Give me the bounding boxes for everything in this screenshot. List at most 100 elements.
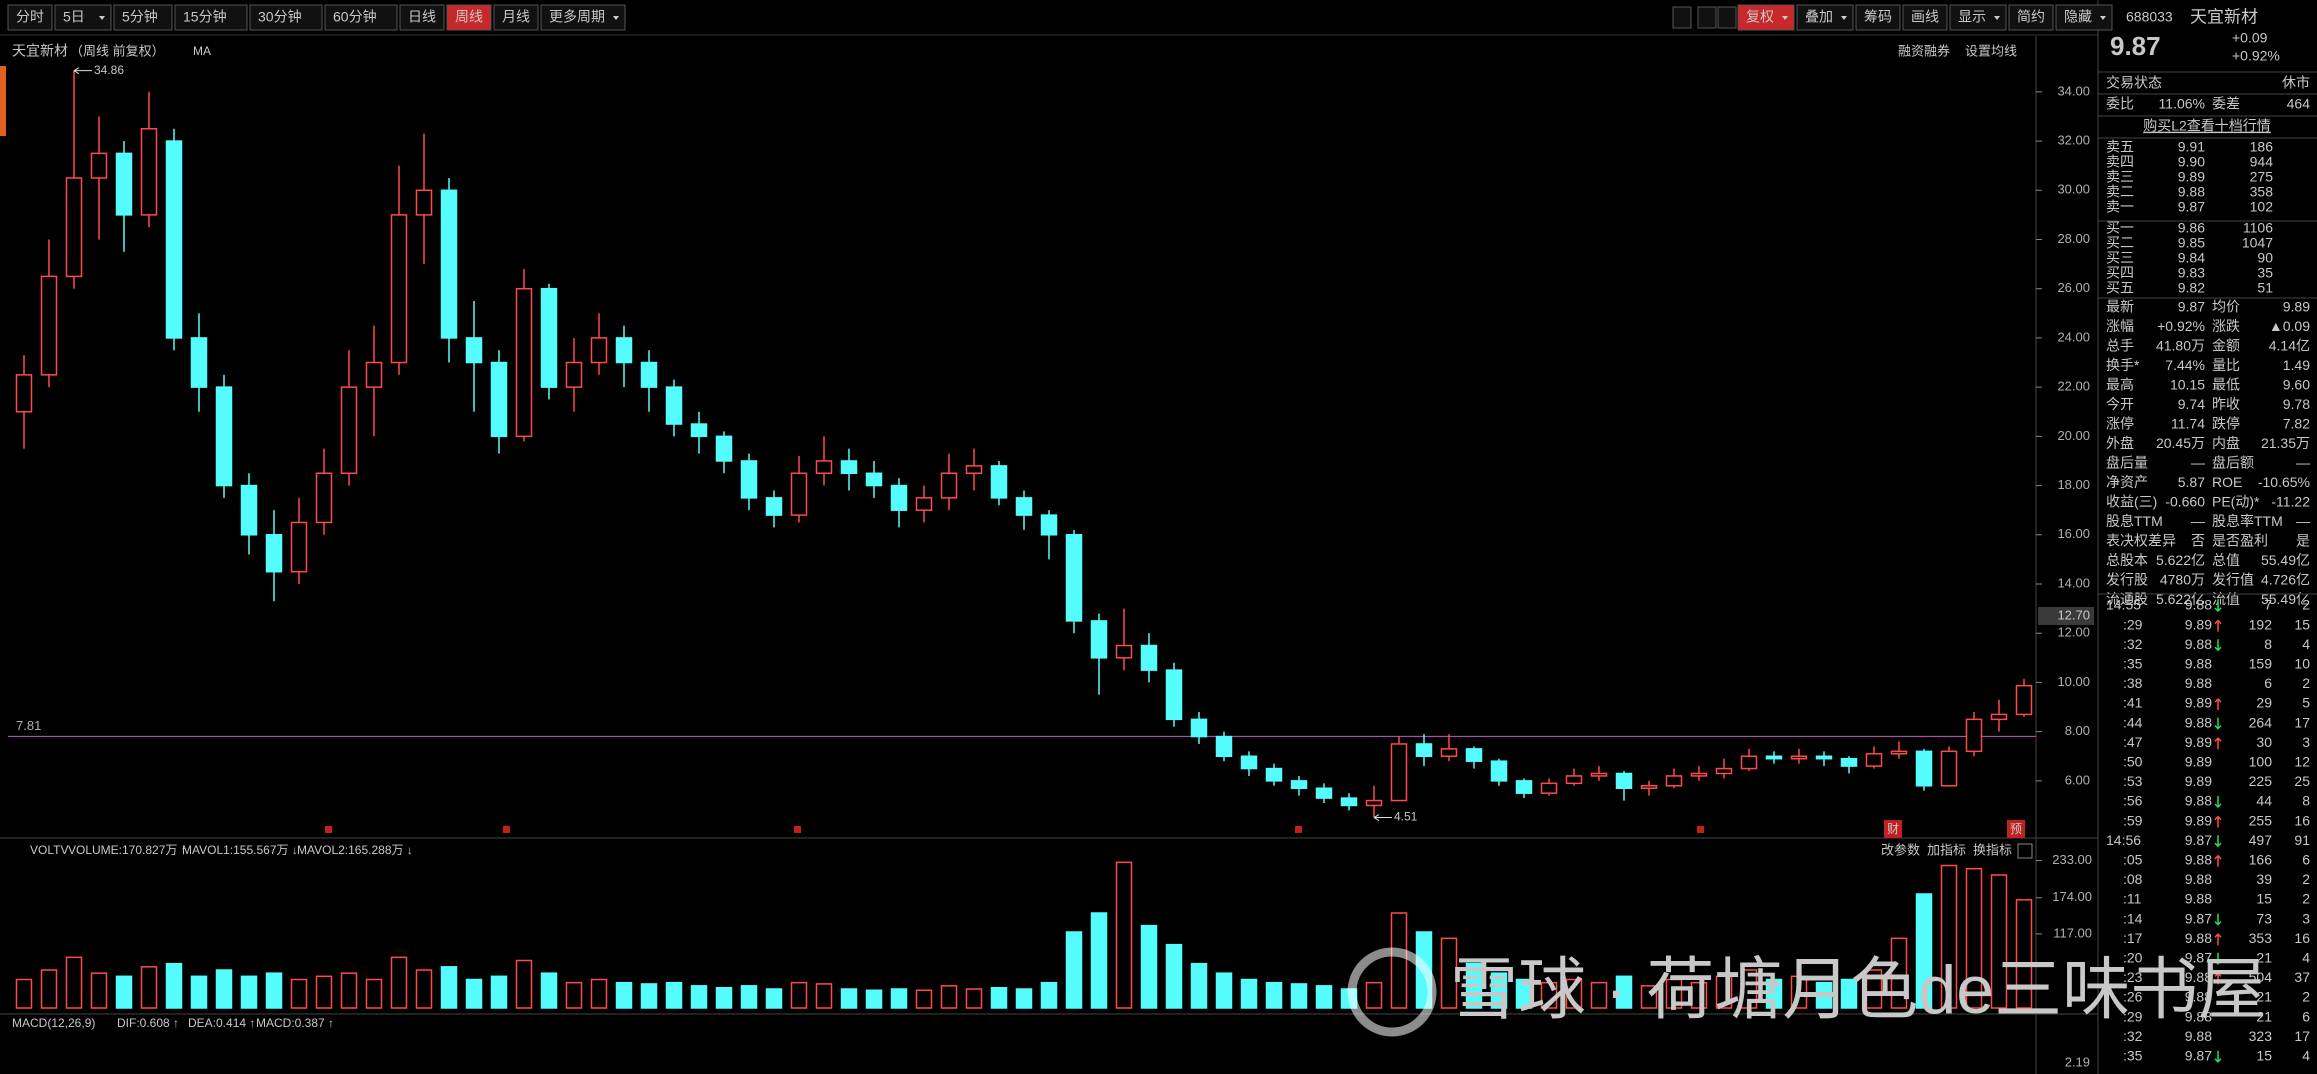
ask-price: 9.87 xyxy=(2178,199,2205,215)
volume-bar xyxy=(1740,969,1758,1009)
indicator-link[interactable]: 换指标 xyxy=(1973,842,2012,857)
ask-price: 9.90 xyxy=(2178,154,2205,170)
tick-count: 37 xyxy=(2294,969,2310,985)
ratio-value: 11.06% xyxy=(2159,96,2205,112)
tool-button[interactable] xyxy=(1902,4,1948,31)
tick-count: 2 xyxy=(2302,597,2310,613)
volume-bar xyxy=(90,972,108,1009)
indicator-legend: MAVOL2:165.288万 ↓ xyxy=(297,843,413,857)
candle-body xyxy=(940,472,958,499)
cursor-price-box xyxy=(2038,606,2094,625)
candle-body xyxy=(1090,620,1108,659)
period-button[interactable] xyxy=(324,4,398,31)
stat-value: 20.45万 xyxy=(2156,435,2205,451)
bid-price: 9.83 xyxy=(2178,265,2205,281)
candle-body xyxy=(665,386,683,425)
candle-body xyxy=(865,472,883,487)
volume-bar xyxy=(615,981,633,1009)
event-marker[interactable] xyxy=(1697,826,1704,833)
candle-body xyxy=(315,472,333,524)
volume-bar xyxy=(490,975,508,1009)
tick-count: 5 xyxy=(2302,695,2310,711)
tool-button[interactable] xyxy=(2008,4,2054,31)
period-button[interactable] xyxy=(540,4,626,31)
event-marker[interactable] xyxy=(794,826,801,833)
tick-arrow xyxy=(2214,717,2222,730)
tick-count: 2 xyxy=(2302,891,2310,907)
volume-bar xyxy=(1365,981,1383,1009)
tick-price: 9.88 xyxy=(2185,930,2212,946)
volume-bar xyxy=(1190,962,1208,1009)
period-button[interactable] xyxy=(493,4,539,31)
candle-body xyxy=(890,484,908,511)
volume-bar xyxy=(1965,867,1983,1009)
tick-price: 9.88 xyxy=(2185,852,2212,868)
margin-link[interactable]: 融资融券 xyxy=(1898,43,1950,58)
period-button[interactable] xyxy=(249,4,323,31)
tick-arrow xyxy=(2214,972,2222,985)
period-button[interactable] xyxy=(174,4,248,31)
bid-volume: 1106 xyxy=(2243,220,2273,236)
stat-label: ROE xyxy=(2212,474,2242,490)
l2-link[interactable]: 购买L2查看十档行情 xyxy=(2143,118,2271,134)
stock-code: 688033 xyxy=(2126,9,2173,25)
stat-label: 盘后量 xyxy=(2106,455,2148,471)
period-button[interactable] xyxy=(113,4,173,31)
stat-label: 总股本 xyxy=(2106,552,2148,568)
side-tab[interactable] xyxy=(0,66,6,136)
stat-value: 41.80万 xyxy=(2156,338,2205,354)
period-button[interactable] xyxy=(446,4,492,31)
volume-bar xyxy=(1590,981,1608,1009)
stock-name: 天宜新材 xyxy=(2190,7,2258,26)
volume-bar xyxy=(365,978,383,1009)
tool-button[interactable] xyxy=(1855,4,1901,31)
period-button[interactable] xyxy=(7,4,53,31)
tool-icon[interactable] xyxy=(1672,6,1692,29)
indicator-link[interactable]: 加指标 xyxy=(1927,842,1966,857)
close-indicator[interactable] xyxy=(2017,843,2033,859)
event-box[interactable] xyxy=(1884,820,1902,838)
candle-body xyxy=(1590,772,1608,777)
tick-price: 9.89 xyxy=(2185,695,2212,711)
candle-body xyxy=(265,534,283,573)
price-pct: +0.92% xyxy=(2232,48,2280,64)
event-marker[interactable] xyxy=(503,826,510,833)
indicator-title: MACD(12,26,9) xyxy=(12,1016,95,1030)
tool-icon[interactable] xyxy=(1697,6,1717,29)
volume-bar xyxy=(1240,978,1258,1009)
stat-label: 涨跌 xyxy=(2212,318,2240,334)
tick-time: :35 xyxy=(2123,1048,2143,1064)
stat-label: 今开 xyxy=(2106,396,2134,412)
reference-label: 7.81 xyxy=(16,718,41,733)
volume-bar xyxy=(740,985,758,1009)
period-button[interactable] xyxy=(399,4,445,31)
volume-bar xyxy=(1615,975,1633,1009)
event-marker[interactable] xyxy=(325,826,332,833)
candle-body xyxy=(490,361,508,438)
candle-body xyxy=(1965,718,1983,753)
tool-label: 显示 xyxy=(1958,9,1986,25)
tick-volume: 15 xyxy=(2256,891,2272,907)
stat-label: 盘后额 xyxy=(2212,455,2254,471)
event-box[interactable] xyxy=(2007,820,2025,838)
tick-time: :32 xyxy=(2123,1028,2143,1044)
bid-label: 买五 xyxy=(2106,280,2134,296)
tick-count: 2 xyxy=(2302,989,2310,1005)
event-label: 预 xyxy=(2010,822,2022,836)
y-tick-label: 32.00 xyxy=(2057,132,2090,147)
chart-mode: （周线 前复权） xyxy=(70,43,165,58)
candle-body xyxy=(540,287,558,388)
period-label: 分时 xyxy=(16,9,44,25)
tick-arrow xyxy=(2214,815,2222,828)
candle-body xyxy=(1290,780,1308,789)
ma-settings-link[interactable]: 设置均线 xyxy=(1965,43,2017,58)
tool-icon[interactable] xyxy=(1717,6,1737,29)
indicator-link[interactable]: 改参数 xyxy=(1881,842,1920,857)
candle-body xyxy=(1815,755,1833,760)
event-marker[interactable] xyxy=(1295,826,1302,833)
bid-volume: 51 xyxy=(2257,280,2273,296)
stat-label: 昨收 xyxy=(2212,396,2240,412)
candle-body xyxy=(365,361,383,388)
volume-bar xyxy=(215,969,233,1009)
